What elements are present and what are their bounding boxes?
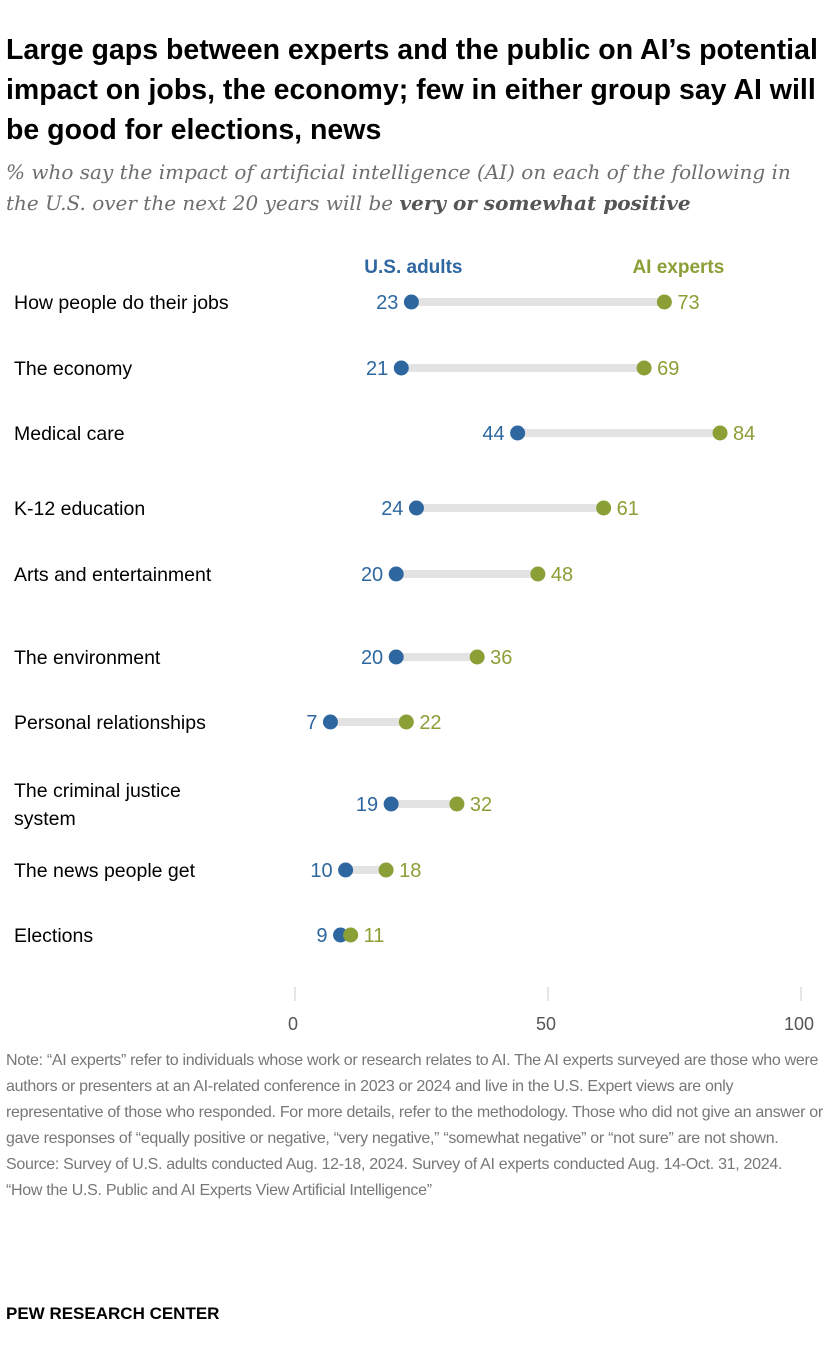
category-label: Medical care — [14, 423, 125, 445]
category-label: Arts and entertainment — [14, 564, 212, 586]
notes: Note: “AI experts” refer to individuals … — [6, 1048, 826, 1204]
value-label-ai-experts: 11 — [364, 925, 385, 947]
dot-ai-experts — [449, 796, 465, 812]
dot-us-adults — [383, 796, 399, 812]
value-label-us-adults: 9 — [316, 925, 327, 947]
value-label-us-adults: 23 — [376, 292, 398, 314]
value-label-us-adults: 19 — [356, 794, 378, 816]
value-label-us-adults: 10 — [310, 860, 332, 882]
category-label: The criminal justice system — [14, 780, 181, 830]
dot-ai-experts — [343, 927, 359, 943]
value-label-ai-experts: 73 — [677, 292, 699, 314]
category-label: How people do their jobs — [14, 292, 229, 314]
value-label-us-adults: 20 — [361, 564, 383, 586]
legend-ai-experts: AI experts — [632, 257, 724, 278]
value-label-us-adults: 24 — [381, 498, 403, 520]
value-label-ai-experts: 48 — [551, 564, 573, 586]
dot-us-adults — [510, 425, 526, 441]
category-label: Personal relationships — [14, 712, 206, 734]
dot-us-adults — [388, 649, 404, 665]
value-label-us-adults: 44 — [482, 423, 504, 445]
dot-ai-experts — [712, 425, 728, 441]
note-text: Note: “AI experts” refer to individuals … — [6, 1052, 823, 1147]
value-label-ai-experts: 84 — [733, 423, 755, 445]
value-label-us-adults: 7 — [306, 712, 317, 734]
subtitle-text: % who say the impact of artificial intel… — [6, 160, 791, 215]
x-tick-label: 50 — [536, 1014, 556, 1034]
category-label: The news people get — [14, 860, 196, 882]
dot-ai-experts — [378, 862, 394, 878]
category-label: The environment — [14, 647, 161, 669]
x-tick-label: 100 — [784, 1014, 814, 1034]
chart-subtitle: % who say the impact of artificial intel… — [6, 157, 826, 219]
subtitle-emphasis: very or somewhat positive — [399, 191, 691, 215]
source-text: Source: Survey of U.S. adults conducted … — [6, 1156, 783, 1173]
dot-us-adults — [403, 294, 419, 310]
dot-us-adults — [338, 862, 354, 878]
dot-us-adults — [408, 500, 424, 516]
dot-ai-experts — [636, 360, 652, 376]
dot-ai-experts — [596, 500, 612, 516]
dot-ai-experts — [530, 566, 546, 582]
dot-ai-experts — [469, 649, 485, 665]
legend-us-adults: U.S. adults — [364, 257, 462, 278]
category-label: The economy — [14, 358, 132, 380]
report-title: “How the U.S. Public and AI Experts View… — [6, 1182, 432, 1199]
value-label-ai-experts: 32 — [470, 794, 492, 816]
chart-title: Large gaps between experts and the publi… — [6, 34, 818, 146]
category-label: Elections — [14, 925, 93, 947]
value-label-us-adults: 21 — [366, 358, 388, 380]
value-label-ai-experts: 18 — [399, 860, 421, 882]
dot-ai-experts — [398, 714, 414, 730]
value-label-ai-experts: 22 — [419, 712, 441, 734]
dot-ai-experts — [656, 294, 672, 310]
dot-us-adults — [322, 714, 338, 730]
dot-us-adults — [393, 360, 409, 376]
value-label-us-adults: 20 — [361, 647, 383, 669]
dot-us-adults — [388, 566, 404, 582]
value-label-ai-experts: 36 — [490, 647, 512, 669]
dot-plot: U.S. adults AI experts How people do their… — [14, 257, 814, 1034]
x-tick-label: 0 — [288, 1014, 298, 1034]
category-label: K-12 education — [14, 498, 145, 520]
value-label-ai-experts: 61 — [617, 498, 639, 520]
pew-logo-text: PEW RESEARCH CENTER — [6, 1304, 220, 1323]
value-label-ai-experts: 69 — [657, 358, 679, 380]
